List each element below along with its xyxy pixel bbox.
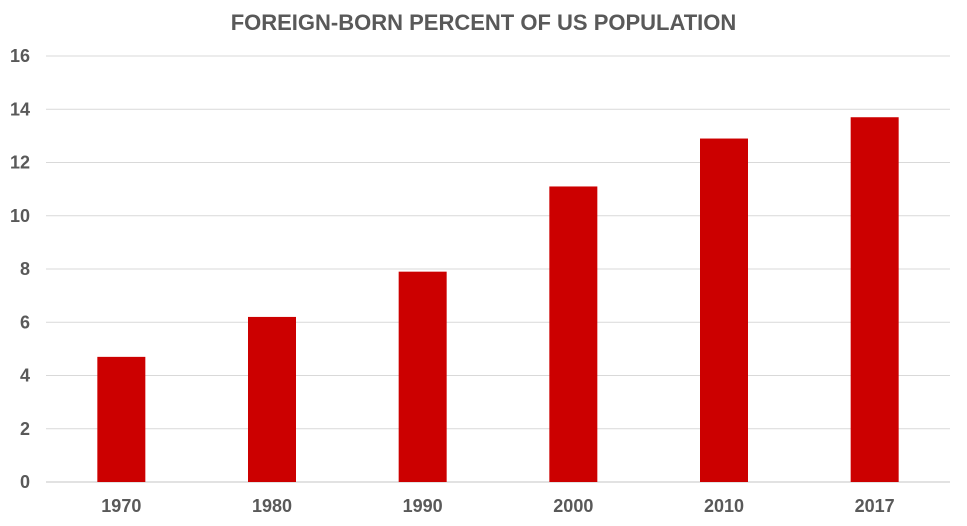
x-tick-label: 2000	[553, 496, 593, 516]
bars	[97, 117, 899, 483]
bar-2000	[549, 186, 598, 482]
x-tick-label: 1970	[101, 496, 141, 516]
bar-2017	[850, 117, 899, 483]
y-tick-label: 8	[20, 259, 30, 279]
y-tick-label: 4	[20, 366, 30, 386]
y-tick-label: 14	[10, 99, 30, 119]
y-tick-label: 10	[10, 206, 30, 226]
x-tick-label: 2017	[855, 496, 895, 516]
bar-1970	[97, 356, 146, 482]
y-tick-label: 12	[10, 153, 30, 173]
bar-1990	[398, 271, 447, 482]
gridlines	[46, 55, 950, 483]
x-tick-label: 2010	[704, 496, 744, 516]
chart-title: FOREIGN-BORN PERCENT OF US POPULATION	[230, 10, 737, 35]
y-tick-label: 16	[10, 46, 30, 66]
bar-1980	[248, 316, 296, 482]
x-axis-ticks: 1970 1980 1990 2000 2010 2017	[101, 496, 894, 516]
y-tick-label: 0	[20, 472, 30, 492]
x-tick-label: 1980	[252, 496, 292, 516]
y-tick-label: 2	[20, 419, 30, 439]
bar-2010	[700, 138, 748, 482]
x-tick-label: 1990	[403, 496, 443, 516]
y-axis-ticks: 0 2 4 6 8 10 12 14 16	[10, 46, 30, 492]
y-tick-label: 6	[20, 312, 30, 332]
